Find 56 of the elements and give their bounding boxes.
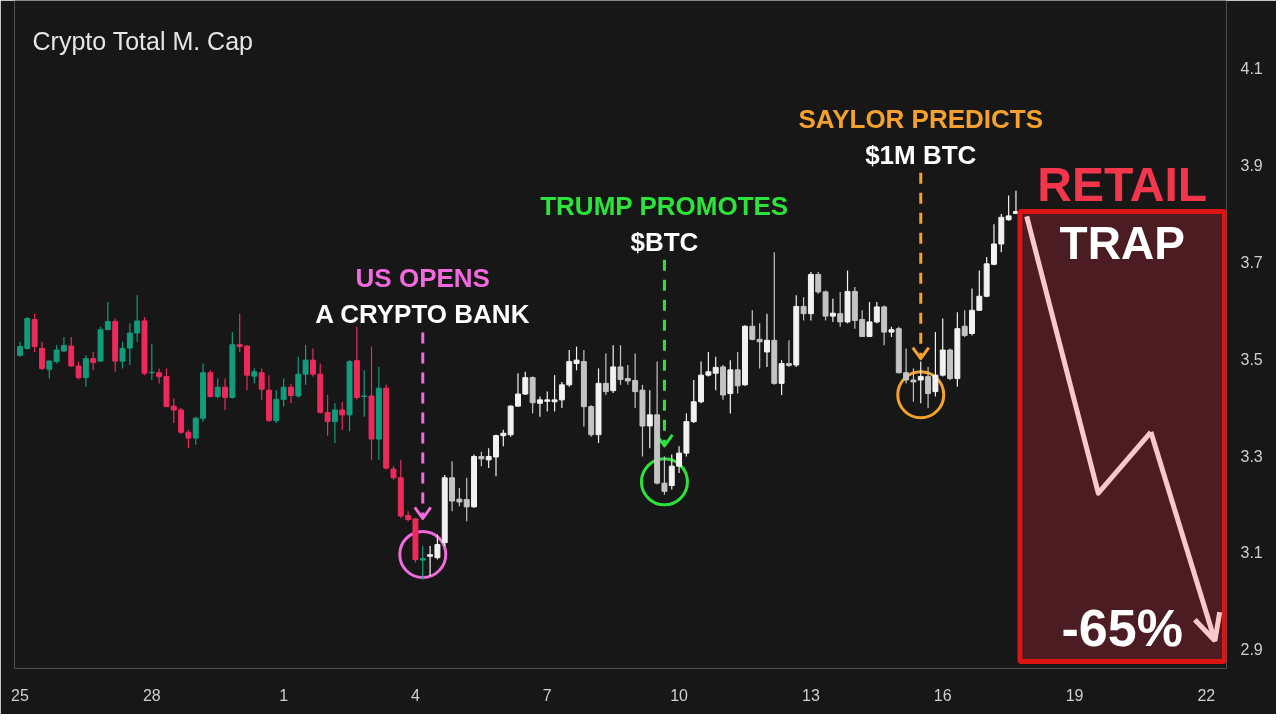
- y-tick-label: 3.1: [1240, 544, 1263, 562]
- y-tick-label: 3.7: [1240, 253, 1263, 271]
- candlestick: [90, 351, 97, 371]
- candlestick: [214, 377, 221, 399]
- candlestick: [207, 369, 214, 399]
- candlestick: [222, 377, 229, 411]
- candlestick: [361, 369, 368, 418]
- x-tick-label: 4: [411, 686, 420, 704]
- candlestick: [295, 356, 302, 399]
- candlestick: [925, 366, 932, 409]
- candlestick: [837, 291, 844, 328]
- x-tick-label: 19: [1065, 686, 1084, 704]
- y-tick-label: 3.5: [1240, 350, 1263, 368]
- x-tick-label: 28: [142, 686, 161, 704]
- candlestick: [785, 339, 792, 368]
- candlestick: [82, 354, 89, 388]
- candlestick: [800, 296, 807, 322]
- y-tick-label: 3.3: [1240, 447, 1263, 465]
- candlestick: [917, 361, 924, 404]
- x-tick-label: 16: [933, 686, 952, 704]
- annotation: TRAP: [1059, 216, 1185, 269]
- candlestick: [331, 402, 338, 444]
- candlestick: [829, 298, 836, 323]
- candlestick: [419, 545, 426, 581]
- candlestick: [778, 359, 785, 396]
- x-tick-label: 25: [11, 686, 29, 704]
- candlestick: [610, 344, 617, 394]
- candlestick: [734, 351, 741, 395]
- candlestick: [280, 377, 287, 408]
- candlestick: [1005, 194, 1012, 222]
- candlestick: [756, 322, 763, 369]
- annotation: -65%: [1061, 598, 1183, 657]
- candlestick: [287, 383, 294, 404]
- x-tick-label: 13: [802, 686, 820, 704]
- candlestick: [602, 352, 609, 396]
- x-tick-label: 1: [279, 686, 289, 704]
- candlestick: [763, 313, 770, 368]
- candlestick: [273, 389, 280, 424]
- annotation: RETAIL: [1037, 158, 1208, 212]
- x-tick-label: 10: [670, 686, 689, 704]
- x-tick-label: 22: [1197, 686, 1216, 704]
- candlestick: [339, 401, 346, 431]
- y-tick-label: 4.1: [1240, 60, 1263, 78]
- candlestick: [38, 341, 45, 371]
- text: Crypto Total M. Cap: [32, 26, 253, 55]
- candlestick: [749, 309, 756, 341]
- y-tick-label: 2.9: [1240, 641, 1263, 659]
- candlestick: [961, 309, 968, 338]
- x-tick-label: 7: [542, 686, 552, 704]
- candlestick: [258, 367, 265, 401]
- candlestick: [646, 389, 653, 449]
- candlestick: [302, 344, 309, 386]
- annotation: US OPENS A CRYPTO BANK: [315, 263, 530, 330]
- candlestick: [727, 359, 734, 414]
- annotation: TRUMP PROMOTES $BTC: [540, 190, 789, 257]
- y-tick-label: 3.9: [1240, 157, 1263, 175]
